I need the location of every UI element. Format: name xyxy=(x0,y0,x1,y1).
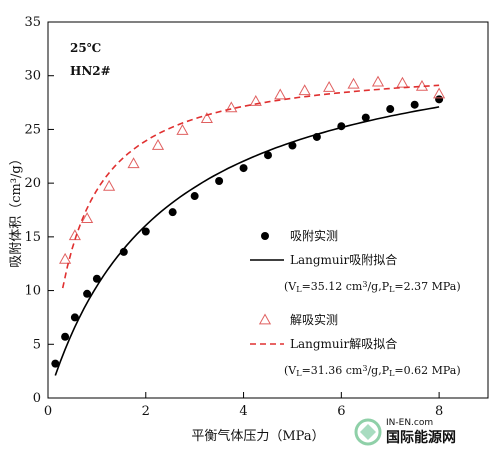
y-tick-label: 10 xyxy=(24,284,41,299)
adsorption-point xyxy=(51,359,60,368)
legend-label-2: 解吸实测 xyxy=(290,312,338,327)
y-tick-label: 30 xyxy=(24,69,41,84)
y-tick-label: 0 xyxy=(33,391,41,406)
adsorption-point xyxy=(435,95,444,104)
desorption-point xyxy=(298,84,311,96)
desorption-point xyxy=(347,77,360,89)
y-tick-label: 15 xyxy=(24,230,41,245)
adsorption-point xyxy=(361,113,370,122)
adsorption-point xyxy=(70,313,79,322)
adsorption-point xyxy=(168,208,177,217)
x-tick-label: 2 xyxy=(142,404,150,419)
annotation-sample: HN2# xyxy=(70,64,111,78)
annotation-temperature: 25℃ xyxy=(70,41,101,55)
adsorption-point xyxy=(141,227,150,236)
adsorption-point xyxy=(83,289,92,298)
y-tick-label: 20 xyxy=(24,176,41,191)
watermark-line1: IN-EN.com xyxy=(386,418,433,428)
desorption-point xyxy=(396,76,409,88)
adsorption-point xyxy=(239,164,248,173)
desorption-point xyxy=(68,229,81,241)
desorption-point xyxy=(103,179,116,191)
legend-symbol-desorption xyxy=(258,313,272,325)
desorption-point xyxy=(176,123,189,135)
desorption-point xyxy=(433,87,446,99)
desorption-point xyxy=(127,157,140,169)
desorption-point xyxy=(200,112,213,124)
legend-label-3: Langmuir解吸拟合 xyxy=(290,336,397,351)
watermark: IN-EN.com 国际能源网 xyxy=(354,418,456,446)
desorption-point xyxy=(371,75,385,87)
adsorption-point xyxy=(288,141,297,150)
legend-params-3: (VL=31.36 cm3/g,PL=0.62 MPa) xyxy=(284,364,461,378)
legend-label-0: 吸附实测 xyxy=(290,228,338,243)
adsorption-point xyxy=(215,176,224,185)
adsorption-point xyxy=(410,100,419,109)
adsorption-point xyxy=(92,274,101,283)
legend-symbol-adsorption xyxy=(261,232,269,240)
desorption-point xyxy=(249,94,262,106)
adsorption-point xyxy=(119,247,128,256)
watermark-line2: 国际能源网 xyxy=(386,429,456,446)
desorption-point xyxy=(59,252,72,264)
watermark-logo-icon xyxy=(354,418,382,446)
desorption-point xyxy=(274,88,287,100)
plot-frame xyxy=(47,21,489,399)
x-axis-title: 平衡气体压力（MPa） xyxy=(191,428,324,444)
x-tick-label: 6 xyxy=(337,404,345,419)
x-tick-label: 4 xyxy=(239,404,247,419)
adsorption-point xyxy=(264,151,272,160)
adsorption-point xyxy=(386,105,395,114)
desorption-point xyxy=(151,139,165,150)
legend-label-1: Langmuir吸附拟合 xyxy=(290,252,397,267)
adsorption-point xyxy=(190,192,199,201)
y-axis-title: 吸附体积（cm³/g） xyxy=(9,152,24,268)
y-tick-label: 5 xyxy=(33,337,41,352)
desorption-point xyxy=(225,101,238,113)
desorption-point xyxy=(323,81,336,92)
desorption-point xyxy=(81,212,94,223)
legend-params-1: (VL=35.12 cm3/g,PL=2.37 MPa) xyxy=(284,280,461,294)
x-tick-label: 0 xyxy=(44,404,52,419)
adsorption-point xyxy=(61,332,70,341)
series-line-3 xyxy=(61,84,440,289)
y-tick-label: 35 xyxy=(24,15,41,30)
y-tick-label: 25 xyxy=(24,122,41,137)
x-tick-label: 8 xyxy=(435,404,443,419)
series-line-1 xyxy=(54,106,440,376)
